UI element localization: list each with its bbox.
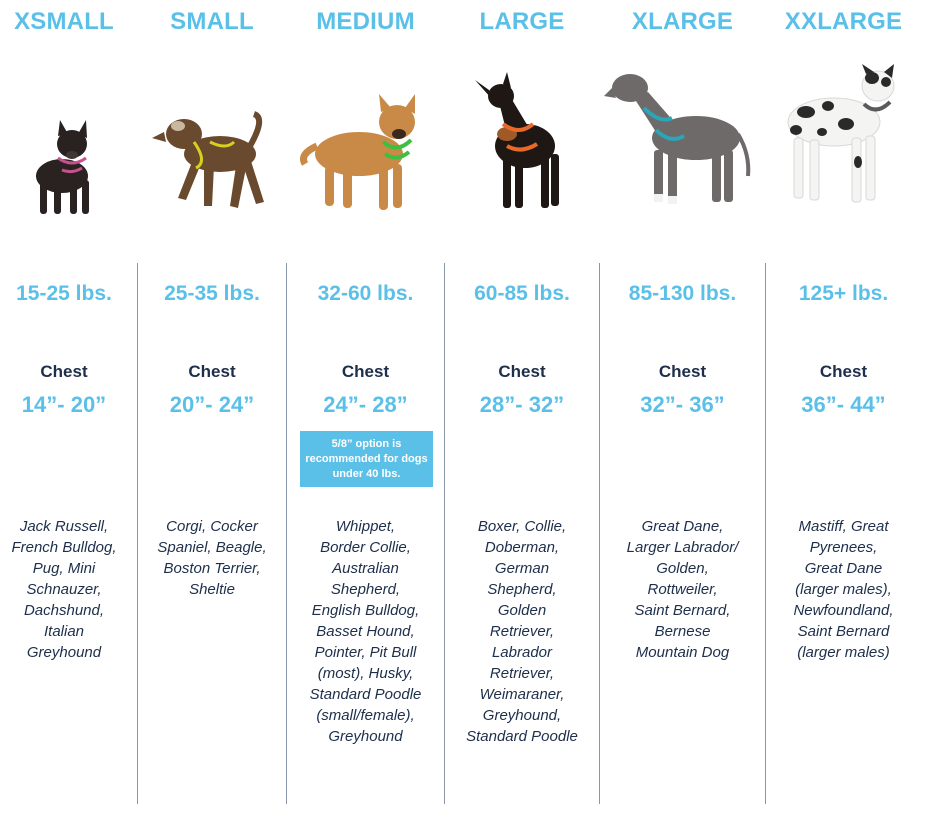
breed-line: Greyhound, [482,707,562,724]
breed-list: Whippet, Border Collie, Australian Sheph… [289,516,442,747]
breed-list: Jack Russell, French Bulldog, Pug, Mini … [2,516,126,663]
size-title: XSMALL [14,8,114,35]
breed-line: English Bulldog, [311,602,420,619]
breed-list: Corgi, Cocker Spaniel, Beagle, Boston Te… [140,516,284,600]
weight-range: 85-130 lbs. [628,282,737,305]
column-divider [137,263,138,804]
breed-line: Retriever, [489,665,555,682]
chest-range: 24”- 28” [323,392,408,417]
breed-line: German [494,560,550,577]
breed-line: Pyrenees, [809,539,878,556]
great-dane-grey-icon [600,58,765,223]
chest-label: Chest [658,362,707,381]
chest-label: Chest [341,362,390,381]
breed-line: Mountain Dog [635,644,730,661]
size-title: LARGE [479,8,565,35]
doberman-icon [445,58,599,223]
breed-line: Whippet, [335,518,396,535]
chest-range: 32”- 36” [640,392,725,417]
breed-line: Shepherd, [487,581,557,598]
chest-range: 14”- 20” [21,392,107,417]
breed-line: Doberman, [484,539,560,556]
breed-line: (most), Husky, [317,665,414,682]
french-bulldog-icon [0,58,128,223]
breed-line: Australian [332,560,399,577]
breed-line: Border Collie, [320,539,411,556]
breed-line: Jack Russell, [19,518,109,535]
breed-line: Labrador [491,644,553,661]
breed-line: Greyhound [328,728,403,745]
breed-line: Standard Poodle [309,686,422,703]
size-column-xxlarge: XXLARGE [766,0,921,834]
weight-range: 15-25 lbs. [16,282,112,305]
size-title: SMALL [170,8,254,35]
breed-line: (larger males), [795,581,892,598]
column-divider [599,263,600,804]
breed-line: Corgi, Cocker [166,518,258,535]
chest-label: Chest [188,362,236,381]
breed-line: Shepherd, [330,581,401,598]
size-title: XXLARGE [784,8,903,35]
breed-line: Saint Bernard [797,623,890,640]
breed-list: Great Dane, Larger Labrador/ Golden, Rot… [602,516,763,663]
breed-line: Golden [497,602,547,619]
breed-line: French Bulldog, [11,539,117,556]
breed-line: Spaniel, Beagle, [157,539,267,556]
size-column-large: LARGE 60-85 lbs. Chest 28”- 32” Boxer, C… [445,0,599,834]
breed-line: Boston Terrier, [163,560,261,577]
terrier-mix-icon [138,58,286,223]
harlequin-great-dane-icon [766,58,921,223]
shepherd-mix-icon [287,58,444,223]
chest-range: 20”- 24” [169,392,255,417]
breed-line: Boxer, Collie, [477,518,567,535]
size-title: MEDIUM [316,8,415,35]
size-column-xlarge: XLARGE 85-130 lbs. Chest 32”- 36” Great … [600,0,765,834]
size-column-small: SMALL 25-35 lbs. Chest 20”- 24” Corgi, C… [138,0,286,834]
breed-line: Dachshund, [23,602,105,619]
breed-list: Boxer, Collie, Doberman, German Shepherd… [447,516,597,747]
breed-line: (larger males) [797,644,890,661]
chest-range: 36”- 44” [801,392,886,417]
weight-range: 125+ lbs. [798,282,889,305]
size-column-xsmall: XSMALL 15-25 lbs. Chest 14”- 20” Jack Ru… [0,0,128,834]
column-divider [444,263,445,804]
breed-line: Sheltie [189,581,235,598]
breed-line: Saint Bernard, [634,602,731,619]
breed-line: Newfoundland, [793,602,894,619]
breed-line: Great Dane, [641,518,724,535]
breed-line: Basset Hound, [316,623,415,640]
breed-line: Bernese [654,623,711,640]
weight-range: 32-60 lbs. [317,282,414,305]
breed-list: Mastiff, Great Pyrenees, Great Dane (lar… [768,516,919,663]
breed-line: Pug, Mini [32,560,96,577]
size-title: XLARGE [631,8,734,35]
chest-label: Chest [498,362,546,381]
breed-line: Italian [43,623,85,640]
chest-range: 28”- 32” [479,392,565,417]
breed-line: Schnauzer, [26,581,102,598]
breed-line: Pointer, Pit Bull [314,644,417,661]
weight-range: 60-85 lbs. [474,282,570,305]
column-divider [286,263,287,804]
breed-line: (small/female), [316,707,415,724]
breed-line: Mastiff, Great [798,518,889,535]
option-note: 5/8” option is recommended for dogs unde… [300,431,433,487]
breed-line: Weimaraner, [479,686,565,703]
breed-line: Standard Poodle [466,728,578,745]
column-divider [765,263,766,804]
breed-line: Golden, [656,560,709,577]
chest-label: Chest [819,362,868,381]
chest-label: Chest [40,362,88,381]
breed-line: Great Dane [804,560,883,577]
weight-range: 25-35 lbs. [164,282,260,305]
breed-line: Greyhound [26,644,102,661]
breed-line: Larger Labrador/ [626,539,739,556]
breed-line: Retriever, [489,623,555,640]
breed-line: Rottweiler, [647,581,718,598]
size-column-medium: MEDIUM 32-60 lbs. Chest 24”- 28” 5/8” op… [287,0,444,834]
